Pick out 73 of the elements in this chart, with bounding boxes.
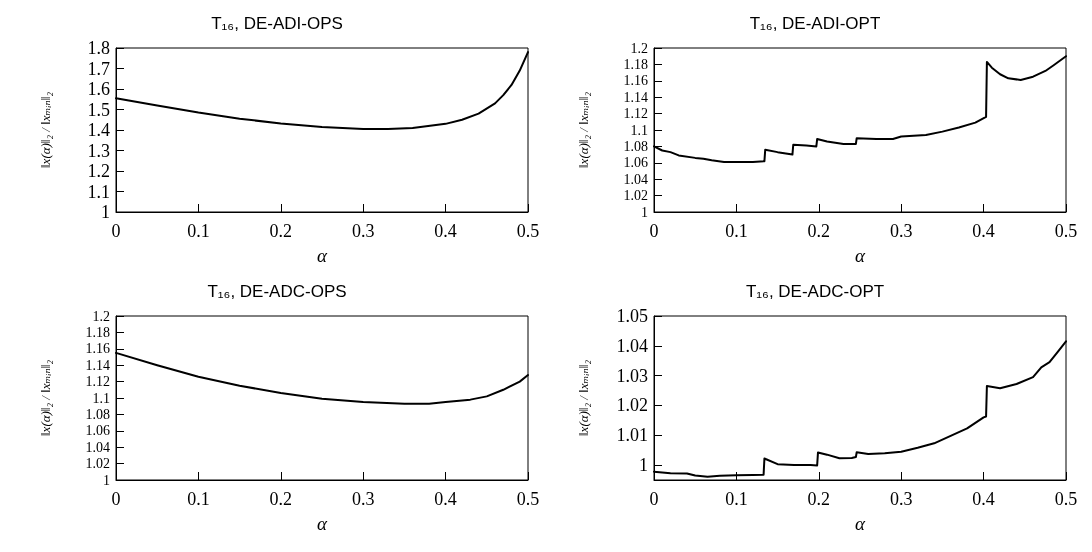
y-tick-label: 1.3 [87,140,110,161]
y-tick-label: 1 [103,472,110,488]
y-axis-title: ‖x(α)‖₂ / ‖xₘᵢₙ‖₂ [38,359,53,437]
x-tick-label: 0.3 [889,489,913,509]
y-tick-label: 1.04 [623,171,648,187]
chart-title: T₁₆, DE-ADI-OPS [211,14,343,33]
y-tick-label: 1.1 [87,181,110,202]
y-tick-label: 1.8 [87,38,110,58]
x-tick-label: 0.2 [269,489,293,509]
y-tick-label: 1.05 [616,306,648,326]
x-axis-title: α [855,245,867,266]
y-tick-label: 1.08 [85,406,110,422]
y-tick-label: 1.18 [623,56,648,72]
x-tick-label: 0.1 [725,221,748,241]
x-tick-label: 0.4 [434,489,457,509]
y-tick-label: 1.1 [630,122,648,138]
x-tick-label: 0.5 [1054,489,1078,509]
x-tick-label: 0.1 [187,221,210,241]
y-tick-label: 1.08 [623,138,648,154]
chart-title: T₁₆, DE-ADC-OPT [745,282,885,301]
y-tick-label: 1.2 [92,308,110,324]
y-tick-label: 1.2 [630,40,648,56]
y-tick-label: 1.12 [85,374,110,390]
x-tick-label: 0 [111,489,121,509]
y-tick-label: 1.5 [87,99,110,120]
x-tick-label: 0.4 [434,221,457,241]
y-axis-title: ‖x(α)‖₂ / ‖xₘᵢₙ‖₂ [576,91,591,169]
x-tick-label: 0.1 [725,489,748,509]
x-tick-label: 0.3 [351,489,375,509]
y-tick-label: 1.06 [623,155,648,171]
y-tick-label: 1.7 [87,58,110,79]
chart-title: T₁₆, DE-ADI-OPT [749,14,881,33]
y-tick-label: 1.04 [85,439,110,455]
y-tick-label: 1.4 [87,120,110,140]
y-tick-label: 1.02 [623,188,648,204]
y-tick-label: 1.01 [616,425,648,446]
x-axis-title: α [317,245,329,266]
x-tick-label: 0.3 [889,221,913,241]
x-tick-label: 0 [649,489,659,509]
x-tick-label: 0.2 [269,221,293,241]
x-tick-label: 0.3 [351,221,375,241]
y-tick-label: 1.16 [623,73,648,89]
x-tick-label: 0.1 [187,489,210,509]
x-tick-label: 0 [111,221,121,241]
y-tick-label: 1.1 [92,390,110,406]
x-tick-label: 0 [649,221,659,241]
x-tick-label: 0.5 [1054,221,1078,241]
x-axis-title: α [317,513,329,534]
x-tick-label: 0.5 [516,221,540,241]
y-tick-label: 1.14 [623,89,648,105]
y-tick-label: 1.16 [85,341,110,357]
y-tick-label: 1.6 [87,79,110,99]
y-tick-label: 1 [641,204,648,220]
x-tick-label: 0.2 [807,489,831,509]
y-tick-label: 1 [101,202,110,222]
x-tick-label: 0.2 [807,221,831,241]
y-tick-label: 1.18 [85,324,110,340]
y-tick-label: 1 [639,455,648,476]
chart-title: T₁₆, DE-ADC-OPS [207,282,347,301]
y-tick-label: 1.02 [616,395,648,416]
y-axis-title: ‖x(α)‖₂ / ‖xₘᵢₙ‖₂ [576,359,591,437]
x-tick-label: 0.5 [516,489,540,509]
x-tick-label: 0.4 [972,489,995,509]
y-axis-title: ‖x(α)‖₂ / ‖xₘᵢₙ‖₂ [38,91,53,169]
y-tick-label: 1.2 [87,161,110,181]
y-tick-label: 1.02 [85,456,110,472]
y-tick-label: 1.03 [616,365,648,386]
y-tick-label: 1.04 [616,335,648,356]
y-tick-label: 1.14 [85,357,110,373]
x-tick-label: 0.4 [972,221,995,241]
y-tick-label: 1.06 [85,423,110,439]
y-tick-label: 1.12 [623,106,648,122]
x-axis-title: α [855,513,867,534]
